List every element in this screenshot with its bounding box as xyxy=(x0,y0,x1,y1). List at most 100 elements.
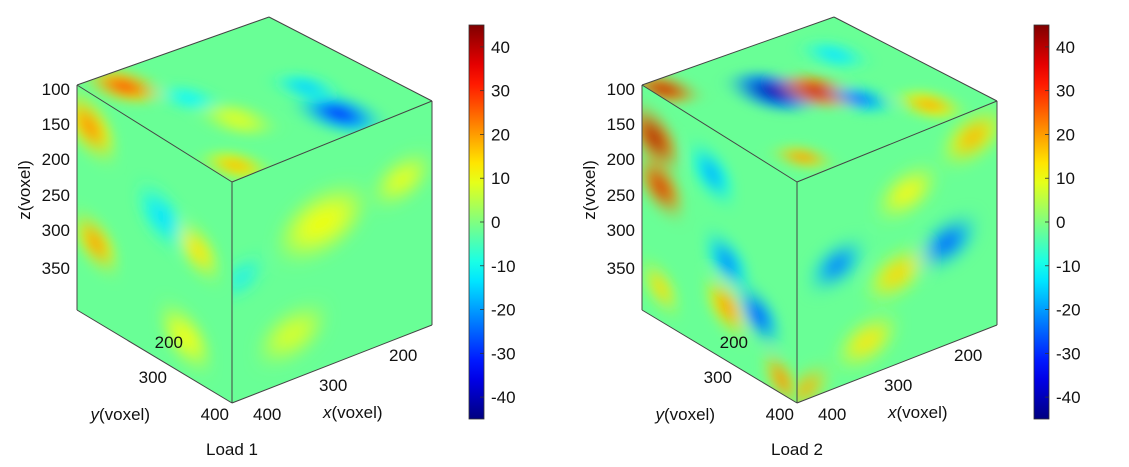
chart-caption: Load 2 xyxy=(771,440,823,459)
cube-edge xyxy=(641,84,798,183)
z-tick-label: 200 xyxy=(42,150,70,169)
field-feature-core xyxy=(219,109,255,129)
colorbar-tick-label: 20 xyxy=(1056,125,1075,144)
z-tick-label: 250 xyxy=(607,186,635,205)
cube-edge xyxy=(231,324,433,404)
colorbar-tick-label: 10 xyxy=(1056,169,1075,188)
colorbar-tick-label: -30 xyxy=(1056,344,1081,363)
x-tick-label: 400 xyxy=(818,405,846,424)
y-axis-label: y(voxel) xyxy=(89,405,150,424)
field-feature-core xyxy=(715,249,739,275)
colorbar-tick-label: -40 xyxy=(491,388,516,407)
field-feature-core xyxy=(851,329,882,354)
z-tick-label: 100 xyxy=(42,80,70,99)
z-axis-label: z(voxel) xyxy=(580,160,599,220)
field-feature-core xyxy=(291,79,321,96)
cube-edge xyxy=(76,84,233,183)
load-2-panel: 100 150 200 250 300 350 z(voxel) 200 300 400 y(vox… xyxy=(565,0,1129,462)
y-tick-label: 200 xyxy=(155,333,183,352)
z-tick-label: 150 xyxy=(607,115,635,134)
field-feature-core xyxy=(648,174,673,200)
load-2-cube-chart: 100150200250300350z(voxel)200300400y(vox… xyxy=(580,16,1081,459)
x-axis-label: x(voxel) xyxy=(322,403,383,422)
colorbar-tick-label: 20 xyxy=(491,125,510,144)
top-face-background xyxy=(77,17,432,182)
y-tick-label: 400 xyxy=(201,405,229,424)
field-feature-core xyxy=(651,277,670,298)
x-tick-label: 300 xyxy=(884,376,912,395)
field-feature-core xyxy=(797,379,818,397)
load-1-panel: 100 150 200 250 300 350 z(voxel) 200 300 400 y(vox… xyxy=(0,0,564,462)
colorbar-tick-label: 0 xyxy=(491,213,500,232)
colorbar-tick-label: -10 xyxy=(1056,257,1081,276)
top-face xyxy=(77,17,432,182)
y-tick-label: 200 xyxy=(720,333,748,352)
y-axis-label: y(voxel) xyxy=(654,405,715,424)
field-feature-core xyxy=(958,125,989,149)
field-feature-core xyxy=(700,161,724,187)
field-feature-core xyxy=(932,231,963,255)
z-tick-label: 100 xyxy=(607,80,635,99)
field-feature-core xyxy=(845,91,875,107)
z-tick-label: 350 xyxy=(607,259,635,278)
field-feature-core xyxy=(914,96,944,113)
colorbar-tick-label: 40 xyxy=(1056,38,1075,57)
field-feature-core xyxy=(649,81,679,98)
cube-edge xyxy=(641,309,798,404)
left-face xyxy=(642,85,797,403)
colorbar-tick-label: -20 xyxy=(1056,301,1081,320)
cube-edge xyxy=(796,100,998,183)
field-feature-core xyxy=(107,76,142,96)
field-feature-core xyxy=(819,46,849,63)
z-tick-label: 150 xyxy=(42,115,70,134)
y-tick-label: 300 xyxy=(704,368,732,387)
field-feature-core xyxy=(171,322,200,353)
field-feature-core xyxy=(297,204,346,242)
field-feature-core xyxy=(772,369,791,390)
colorbar-tick-label: 30 xyxy=(491,82,510,101)
field-feature-core xyxy=(799,81,835,101)
field-feature-core xyxy=(882,262,913,286)
right-face xyxy=(232,101,432,403)
cube-edge xyxy=(231,100,433,183)
field-feature-core xyxy=(823,254,851,276)
colorbar-tick-label: -30 xyxy=(491,344,516,363)
field-feature-core xyxy=(892,181,923,205)
y-tick-label: 300 xyxy=(139,368,167,387)
colorbar-tick-label: 40 xyxy=(491,38,510,57)
field-feature-core xyxy=(148,202,177,233)
cube-edge xyxy=(76,16,270,86)
colorbar-tick-label: 30 xyxy=(1056,82,1075,101)
z-tick-label: 300 xyxy=(42,221,70,240)
field-feature-core xyxy=(174,90,204,107)
x-axis-label: x(voxel) xyxy=(887,403,948,422)
field-feature-core xyxy=(790,150,815,164)
colorbar-tick-label: 10 xyxy=(491,169,510,188)
chart-caption: Load 1 xyxy=(206,440,258,459)
field-feature-core xyxy=(387,167,418,192)
colorbar-tick-label: -10 xyxy=(491,257,516,276)
cube-edge xyxy=(641,16,835,86)
x-tick-label: 200 xyxy=(954,346,982,365)
field-feature-core xyxy=(77,111,104,142)
z-axis-label: z(voxel) xyxy=(15,160,34,220)
x-tick-label: 300 xyxy=(319,376,347,395)
z-tick-label: 350 xyxy=(42,259,70,278)
z-tick-label: 300 xyxy=(607,221,635,240)
field-feature-core xyxy=(83,230,108,256)
cube-edge xyxy=(76,309,233,404)
right-face xyxy=(797,101,997,403)
field-feature-core xyxy=(186,238,210,264)
colorbar-tick-label: -40 xyxy=(1056,388,1081,407)
cube-edge xyxy=(833,16,998,102)
x-tick-label: 200 xyxy=(389,346,417,365)
colorbar-tick-label: 0 xyxy=(1056,213,1065,232)
x-tick-label: 400 xyxy=(253,405,281,424)
cube-edge xyxy=(796,324,998,404)
colorbar-tick-label: -20 xyxy=(491,301,516,320)
z-tick-label: 250 xyxy=(42,186,70,205)
right-face-background xyxy=(797,101,997,403)
field-feature-core xyxy=(752,80,794,103)
left-face xyxy=(77,85,232,403)
field-feature-core xyxy=(746,302,770,328)
